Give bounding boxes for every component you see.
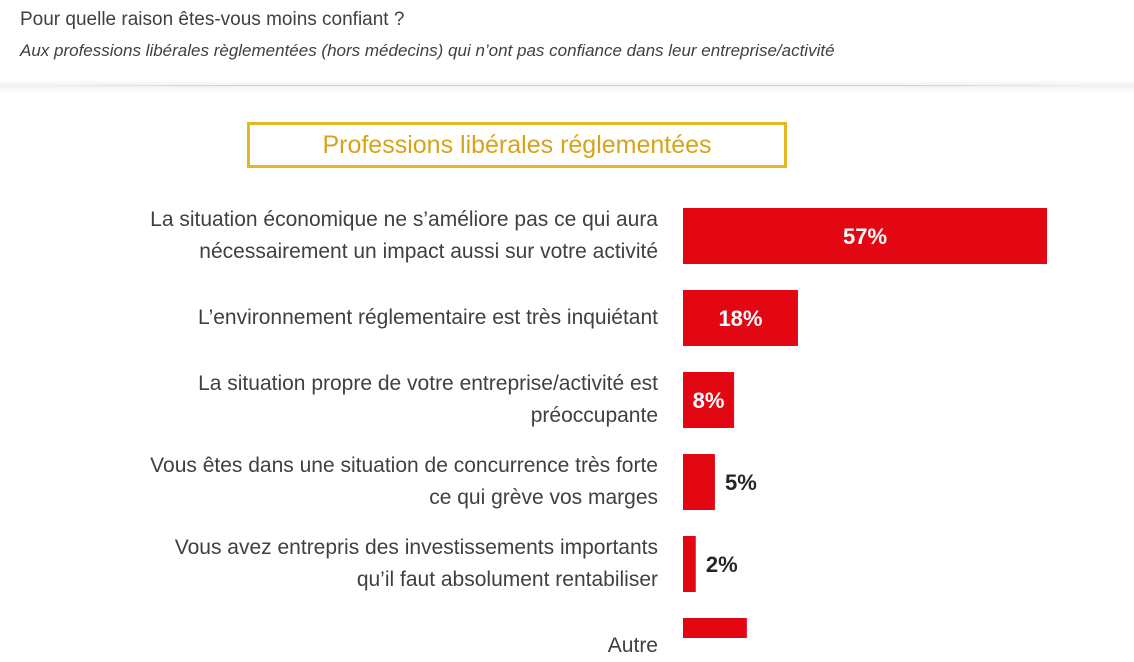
value-label-4: 5% [725, 470, 757, 495]
question-subtitle: Aux professions libérales règlementées (… [20, 41, 835, 60]
bar-1 [683, 208, 1047, 264]
bar-4 [683, 454, 715, 510]
bar-2 [683, 290, 798, 346]
value-label-3: 8% [693, 388, 725, 413]
segment-label: Professions libérales réglementées [322, 130, 712, 159]
bar-chart: 57% 18% 8% 5% 2% 10% [683, 208, 1047, 638]
category-label-5: Vous avez entrepris des investissements … [174, 536, 658, 591]
segment-box: Professions libérales réglementées [247, 122, 787, 168]
header-divider [0, 80, 1134, 94]
value-label-1: 57% [843, 224, 887, 249]
bar-6 [683, 618, 747, 638]
category-label-3: La situation propre de votre entreprise/… [198, 372, 658, 427]
bar-3 [683, 372, 735, 428]
category-label-1: La situation économique ne s’améliore pa… [150, 208, 658, 263]
value-label-6: 10% [693, 634, 737, 638]
question-title: Pour quelle raison êtes-vous moins confi… [20, 9, 405, 30]
value-label-5: 2% [706, 552, 738, 577]
bar-5 [683, 536, 696, 592]
category-label-4: Vous êtes dans une situation de concurre… [150, 454, 658, 509]
value-label-2: 18% [718, 306, 762, 331]
category-label-2: L’environnement réglementaire est très i… [198, 306, 658, 329]
